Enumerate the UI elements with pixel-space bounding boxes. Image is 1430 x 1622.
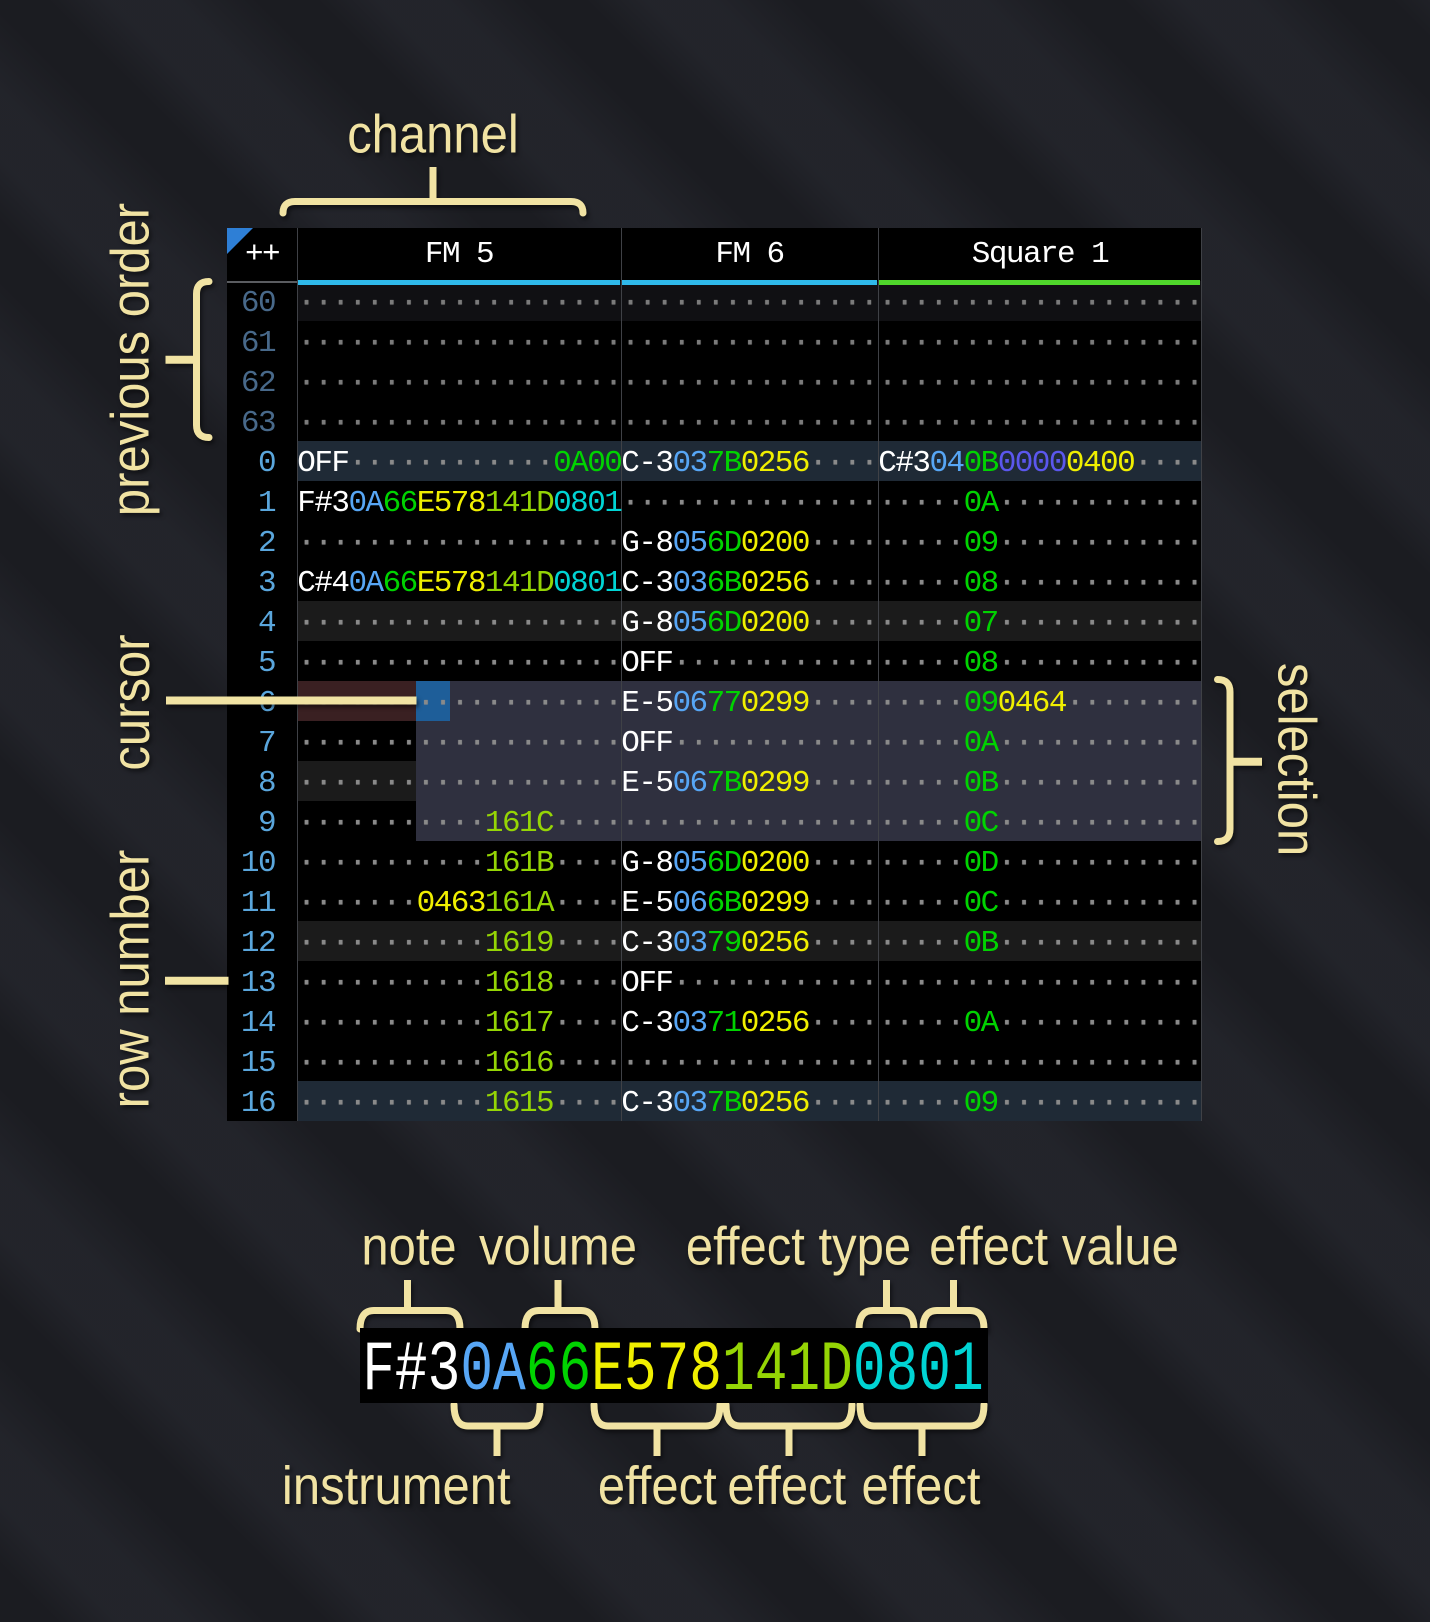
svg-text:effect: effect [862, 1455, 981, 1516]
svg-text:row number: row number [99, 850, 160, 1109]
svg-text:cursor: cursor [100, 634, 161, 770]
svg-text:effect: effect [727, 1455, 846, 1516]
svg-text:previous order: previous order [99, 203, 160, 516]
svg-text:effect type: effect type [686, 1215, 911, 1276]
svg-text:volume: volume [479, 1215, 637, 1276]
svg-text:effect: effect [598, 1455, 717, 1516]
svg-text:selection: selection [1267, 663, 1328, 856]
svg-text:channel: channel [347, 103, 519, 164]
svg-text:note: note [361, 1215, 456, 1276]
svg-text:effect value: effect value [929, 1215, 1179, 1276]
svg-text:instrument: instrument [282, 1455, 511, 1516]
